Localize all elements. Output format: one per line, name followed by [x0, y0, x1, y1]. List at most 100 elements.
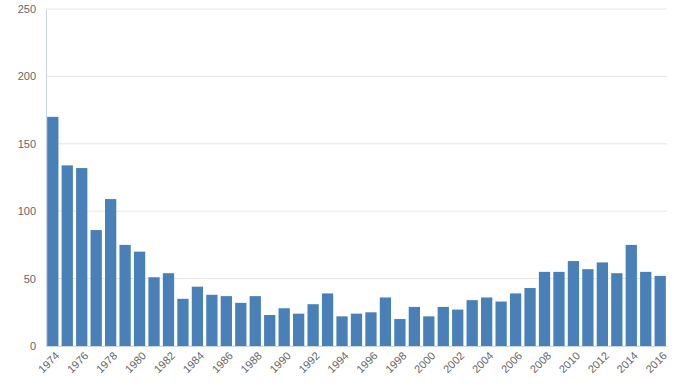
x-tick-label: 2004	[470, 349, 496, 375]
x-tick-label: 1992	[296, 349, 322, 375]
bar	[380, 297, 391, 346]
x-tick-label: 2006	[499, 349, 525, 375]
x-tick-label: 2008	[527, 349, 553, 375]
x-tick-label: 1998	[383, 349, 409, 375]
x-tick-label: 1986	[209, 349, 235, 375]
x-tick: 1982	[151, 349, 177, 375]
x-tick: 1996	[354, 349, 380, 375]
bar	[611, 273, 622, 346]
x-tick: 1976	[65, 349, 91, 375]
x-tick-label: 2014	[614, 349, 640, 375]
y-tick: 50	[24, 273, 46, 285]
bar	[423, 316, 434, 346]
x-tick-label: 1984	[180, 349, 206, 375]
x-tick: 1990	[267, 349, 293, 375]
bar	[235, 303, 246, 346]
grid	[46, 9, 667, 346]
bar	[148, 277, 159, 346]
x-tick-label: 1982	[151, 349, 177, 375]
bar	[467, 300, 478, 346]
x-tick: 2000	[412, 349, 438, 375]
x-tick-label: 1996	[354, 349, 380, 375]
bar	[351, 314, 362, 346]
bars	[47, 117, 666, 346]
bar	[568, 261, 579, 346]
bar	[597, 262, 608, 346]
x-tick: 1994	[325, 349, 351, 375]
x-tick: 2012	[585, 349, 611, 375]
x-tick: 1986	[209, 349, 235, 375]
bar	[394, 319, 405, 346]
grid-line	[46, 211, 667, 212]
y-tick: 100	[18, 205, 46, 217]
bar	[293, 314, 304, 346]
bar	[62, 165, 73, 346]
bar	[264, 315, 275, 346]
bar	[134, 252, 145, 346]
bar	[336, 316, 347, 346]
x-tick: 1978	[94, 349, 120, 375]
y-tick: 0	[30, 340, 46, 352]
bar	[91, 230, 102, 346]
x-tick-label: 2012	[585, 349, 611, 375]
x-axis: 1974197619781980198219841986198819901992…	[36, 347, 669, 376]
bar	[322, 293, 333, 346]
x-tick-label: 2010	[556, 349, 582, 375]
bar	[495, 302, 506, 346]
y-tick: 150	[18, 138, 46, 150]
bar	[365, 312, 376, 346]
x-tick: 2010	[556, 349, 582, 375]
x-tick-label: 2016	[643, 349, 669, 375]
chart: 0501001502002501974197619781980198219841…	[0, 0, 674, 386]
bar	[279, 308, 290, 346]
x-tick: 1998	[383, 349, 409, 375]
bar	[47, 117, 58, 346]
bar	[105, 199, 116, 346]
grid-line	[46, 143, 667, 144]
bar	[452, 310, 463, 346]
x-tick-label: 1974	[36, 349, 62, 375]
grid-line	[46, 9, 667, 10]
grid-line	[46, 76, 667, 77]
bar	[409, 307, 420, 346]
y-tick-label: 150	[18, 138, 36, 150]
bar	[524, 288, 535, 346]
bar	[640, 272, 651, 346]
x-tick-label: 1988	[238, 349, 264, 375]
y-tick: 250	[18, 3, 46, 15]
x-tick: 1988	[238, 349, 264, 375]
bar	[307, 304, 318, 346]
y-tick-label: 200	[18, 70, 36, 82]
y-tick-label: 250	[18, 3, 36, 15]
y-tick-label: 100	[18, 205, 36, 217]
bar	[553, 272, 564, 346]
bar	[582, 269, 593, 346]
x-tick: 1974	[36, 349, 62, 375]
bar	[438, 307, 449, 346]
y-tick: 200	[18, 70, 46, 82]
x-tick: 1984	[180, 349, 206, 375]
x-tick: 1980	[123, 349, 149, 375]
x-tick: 2002	[441, 349, 467, 375]
x-tick: 2008	[527, 349, 553, 375]
x-tick: 2016	[643, 349, 669, 375]
x-tick-label: 2002	[441, 349, 467, 375]
bar	[510, 293, 521, 346]
bar	[655, 276, 666, 346]
bar	[163, 273, 174, 346]
bar	[119, 245, 130, 346]
x-tick: 2006	[499, 349, 525, 375]
x-tick: 1992	[296, 349, 322, 375]
y-tick-label: 50	[24, 273, 36, 285]
x-axis-line	[47, 346, 668, 347]
x-tick-label: 1976	[65, 349, 91, 375]
x-tick-label: 1990	[267, 349, 293, 375]
x-tick: 2004	[470, 349, 496, 375]
bar	[177, 299, 188, 346]
bar	[539, 272, 550, 346]
bar	[206, 295, 217, 346]
bar	[250, 296, 261, 346]
bar	[626, 245, 637, 346]
x-tick-label: 2000	[412, 349, 438, 375]
bar	[221, 296, 232, 346]
